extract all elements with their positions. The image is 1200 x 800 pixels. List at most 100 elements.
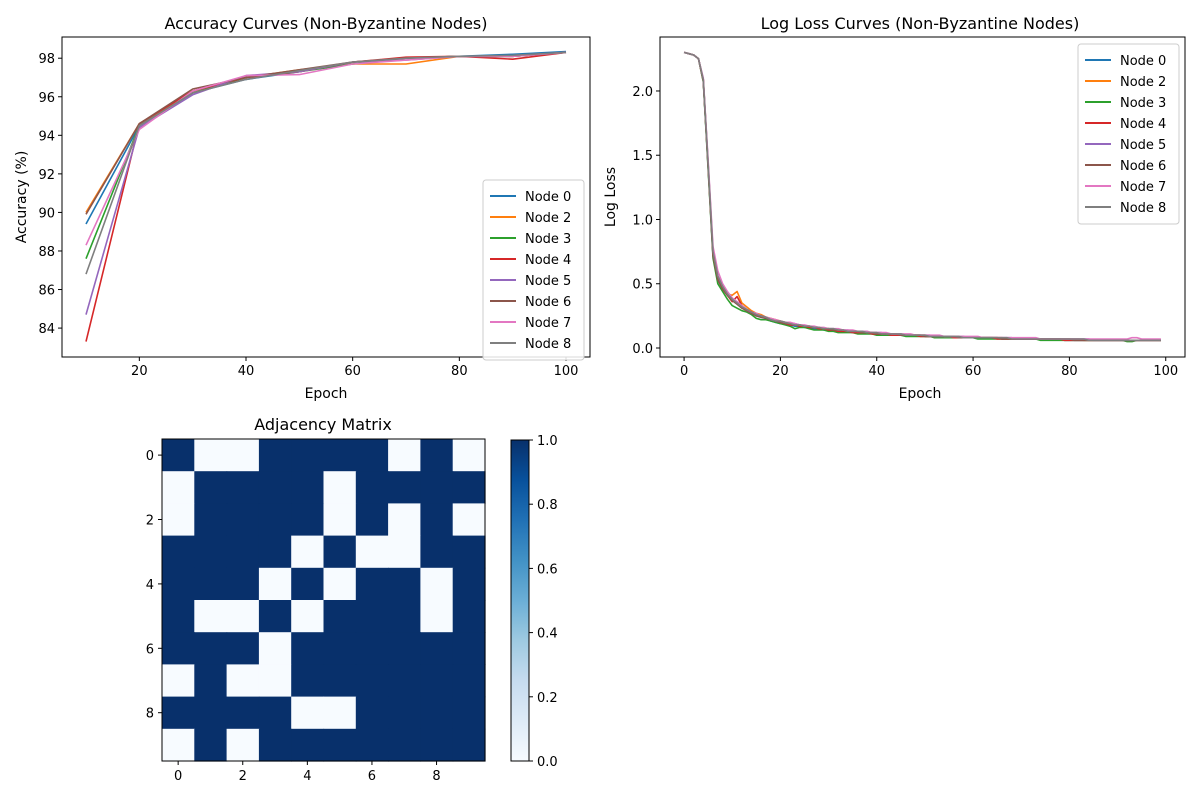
heatmap-y-tick-label: 4 (146, 578, 154, 593)
accuracy-x-tick-label: 60 (344, 364, 361, 379)
heatmap-cell (323, 632, 357, 665)
log-loss-x-tick-label: 60 (965, 364, 982, 379)
accuracy-y-tick-label: 90 (38, 206, 55, 221)
heatmap-cell (226, 664, 260, 698)
heatmap-cell (388, 728, 421, 762)
legend-label-node-5: Node 5 (1120, 138, 1166, 153)
legend-label-node-6: Node 6 (1120, 159, 1166, 174)
heatmap-cell (452, 503, 486, 537)
log-loss-x-tick-label: 0 (680, 364, 688, 379)
log-loss-chart: Log Loss Curves (Non-Byzantine Nodes) 0 2… (603, 14, 1186, 402)
heatmap-cell (388, 696, 421, 730)
legend-label-node-3: Node 3 (525, 232, 571, 247)
heatmap-cell (162, 535, 195, 569)
accuracy-y-tick-label: 92 (38, 168, 55, 183)
log-loss-x-tick-label: 100 (1153, 364, 1178, 379)
heatmap-cell (452, 696, 486, 730)
heatmap-cell (226, 439, 260, 472)
colorbar-tick-label: 0.4 (537, 627, 558, 642)
colorbar: 0.0 0.2 0.4 0.6 0.8 1.0 (510, 434, 558, 770)
heatmap-cell (420, 600, 454, 633)
heatmap-cell (258, 728, 292, 762)
colorbar-gradient (510, 439, 530, 762)
heatmap-cell (194, 567, 228, 601)
log-loss-y-tick-label: 0.0 (632, 342, 653, 357)
heatmap-cell (194, 664, 228, 698)
accuracy-x-tick-label: 100 (554, 364, 579, 379)
legend-label-node-7: Node 7 (1120, 180, 1166, 195)
heatmap-cell (162, 632, 195, 665)
log-loss-x-tick-label: 80 (1061, 364, 1078, 379)
accuracy-x-tick-label: 20 (131, 364, 148, 379)
heatmap-cell (291, 503, 325, 537)
heatmap-cell (258, 632, 292, 665)
heatmap-cell (420, 728, 454, 762)
heatmap-cell (388, 664, 421, 698)
heatmap-cell (388, 503, 421, 537)
accuracy-chart-title: Accuracy Curves (Non-Byzantine Nodes) (164, 14, 487, 33)
heatmap-cell (355, 728, 389, 762)
heatmap-x-tick-label: 0 (174, 769, 182, 784)
heatmap-cell (226, 471, 260, 504)
accuracy-x-axis-label: Epoch (305, 386, 348, 402)
heatmap-cell (258, 567, 292, 601)
log-loss-y-tick-label: 1.0 (632, 213, 653, 228)
heatmap-cell (323, 439, 357, 472)
heatmap-cell (388, 567, 421, 601)
heatmap-cell (226, 728, 260, 762)
heatmap-cell (323, 535, 357, 569)
heatmap-cell (162, 471, 195, 504)
heatmap-cell (194, 600, 228, 633)
heatmap-cell (291, 439, 325, 472)
heatmap-cell (420, 567, 454, 601)
heatmap-cell (355, 664, 389, 698)
log-loss-series-node-8 (683, 51, 1161, 342)
heatmap-cell (258, 664, 292, 698)
heatmap-cell (452, 632, 486, 665)
heatmap-x-tick-label: 6 (368, 769, 376, 784)
log-loss-y-tick-label: 1.5 (632, 149, 653, 164)
heatmap-cell (291, 535, 325, 569)
heatmap-cell (420, 632, 454, 665)
log-loss-legend: Node 0 Node 2 Node 3 Node 4 Node 5 Node 6 Node… (1077, 43, 1180, 225)
heatmap-cell (291, 567, 325, 601)
heatmap-cell (162, 503, 195, 537)
legend-label-node-2: Node 2 (1120, 75, 1166, 90)
heatmap-cell (420, 439, 454, 472)
heatmap-cell (452, 664, 486, 698)
heatmap-cell (194, 696, 228, 730)
accuracy-y-axis-label: Accuracy (%) (14, 151, 30, 244)
heatmap-cell (291, 632, 325, 665)
heatmap-cell (323, 567, 357, 601)
colorbar-tick-label: 1.0 (537, 434, 558, 449)
heatmap-cell (355, 535, 389, 569)
accuracy-x-tick-label: 40 (238, 364, 255, 379)
heatmap-cell (355, 567, 389, 601)
heatmap-cell (452, 535, 486, 569)
log-loss-y-tick-label: 2.0 (632, 85, 653, 100)
accuracy-y-tick-label: 86 (38, 284, 55, 299)
heatmap-cell (323, 503, 357, 537)
accuracy-legend-frame (482, 179, 585, 361)
legend-label-node-3: Node 3 (1120, 96, 1166, 111)
heatmap-cell (355, 471, 389, 504)
heatmap-cell (420, 696, 454, 730)
log-loss-y-axis-label: Log Loss (603, 167, 619, 227)
heatmap-cell (226, 567, 260, 601)
legend-label-node-8: Node 8 (525, 337, 571, 352)
heatmap-cell (452, 600, 486, 633)
heatmap-cell (291, 600, 325, 633)
heatmap-cell (194, 632, 228, 665)
heatmap-cell (291, 728, 325, 762)
log-loss-x-tick-label: 40 (868, 364, 885, 379)
heatmap-cell (452, 567, 486, 601)
heatmap-cell (291, 471, 325, 504)
legend-label-node-8: Node 8 (1120, 201, 1166, 216)
heatmap-cell (258, 503, 292, 537)
accuracy-y-tick-label: 84 (38, 322, 55, 337)
heatmap-cell (420, 535, 454, 569)
accuracy-chart-frame (61, 36, 591, 358)
heatmap-cell (194, 471, 228, 504)
heatmap-cell (258, 535, 292, 569)
log-loss-chart-frame (659, 36, 1186, 358)
